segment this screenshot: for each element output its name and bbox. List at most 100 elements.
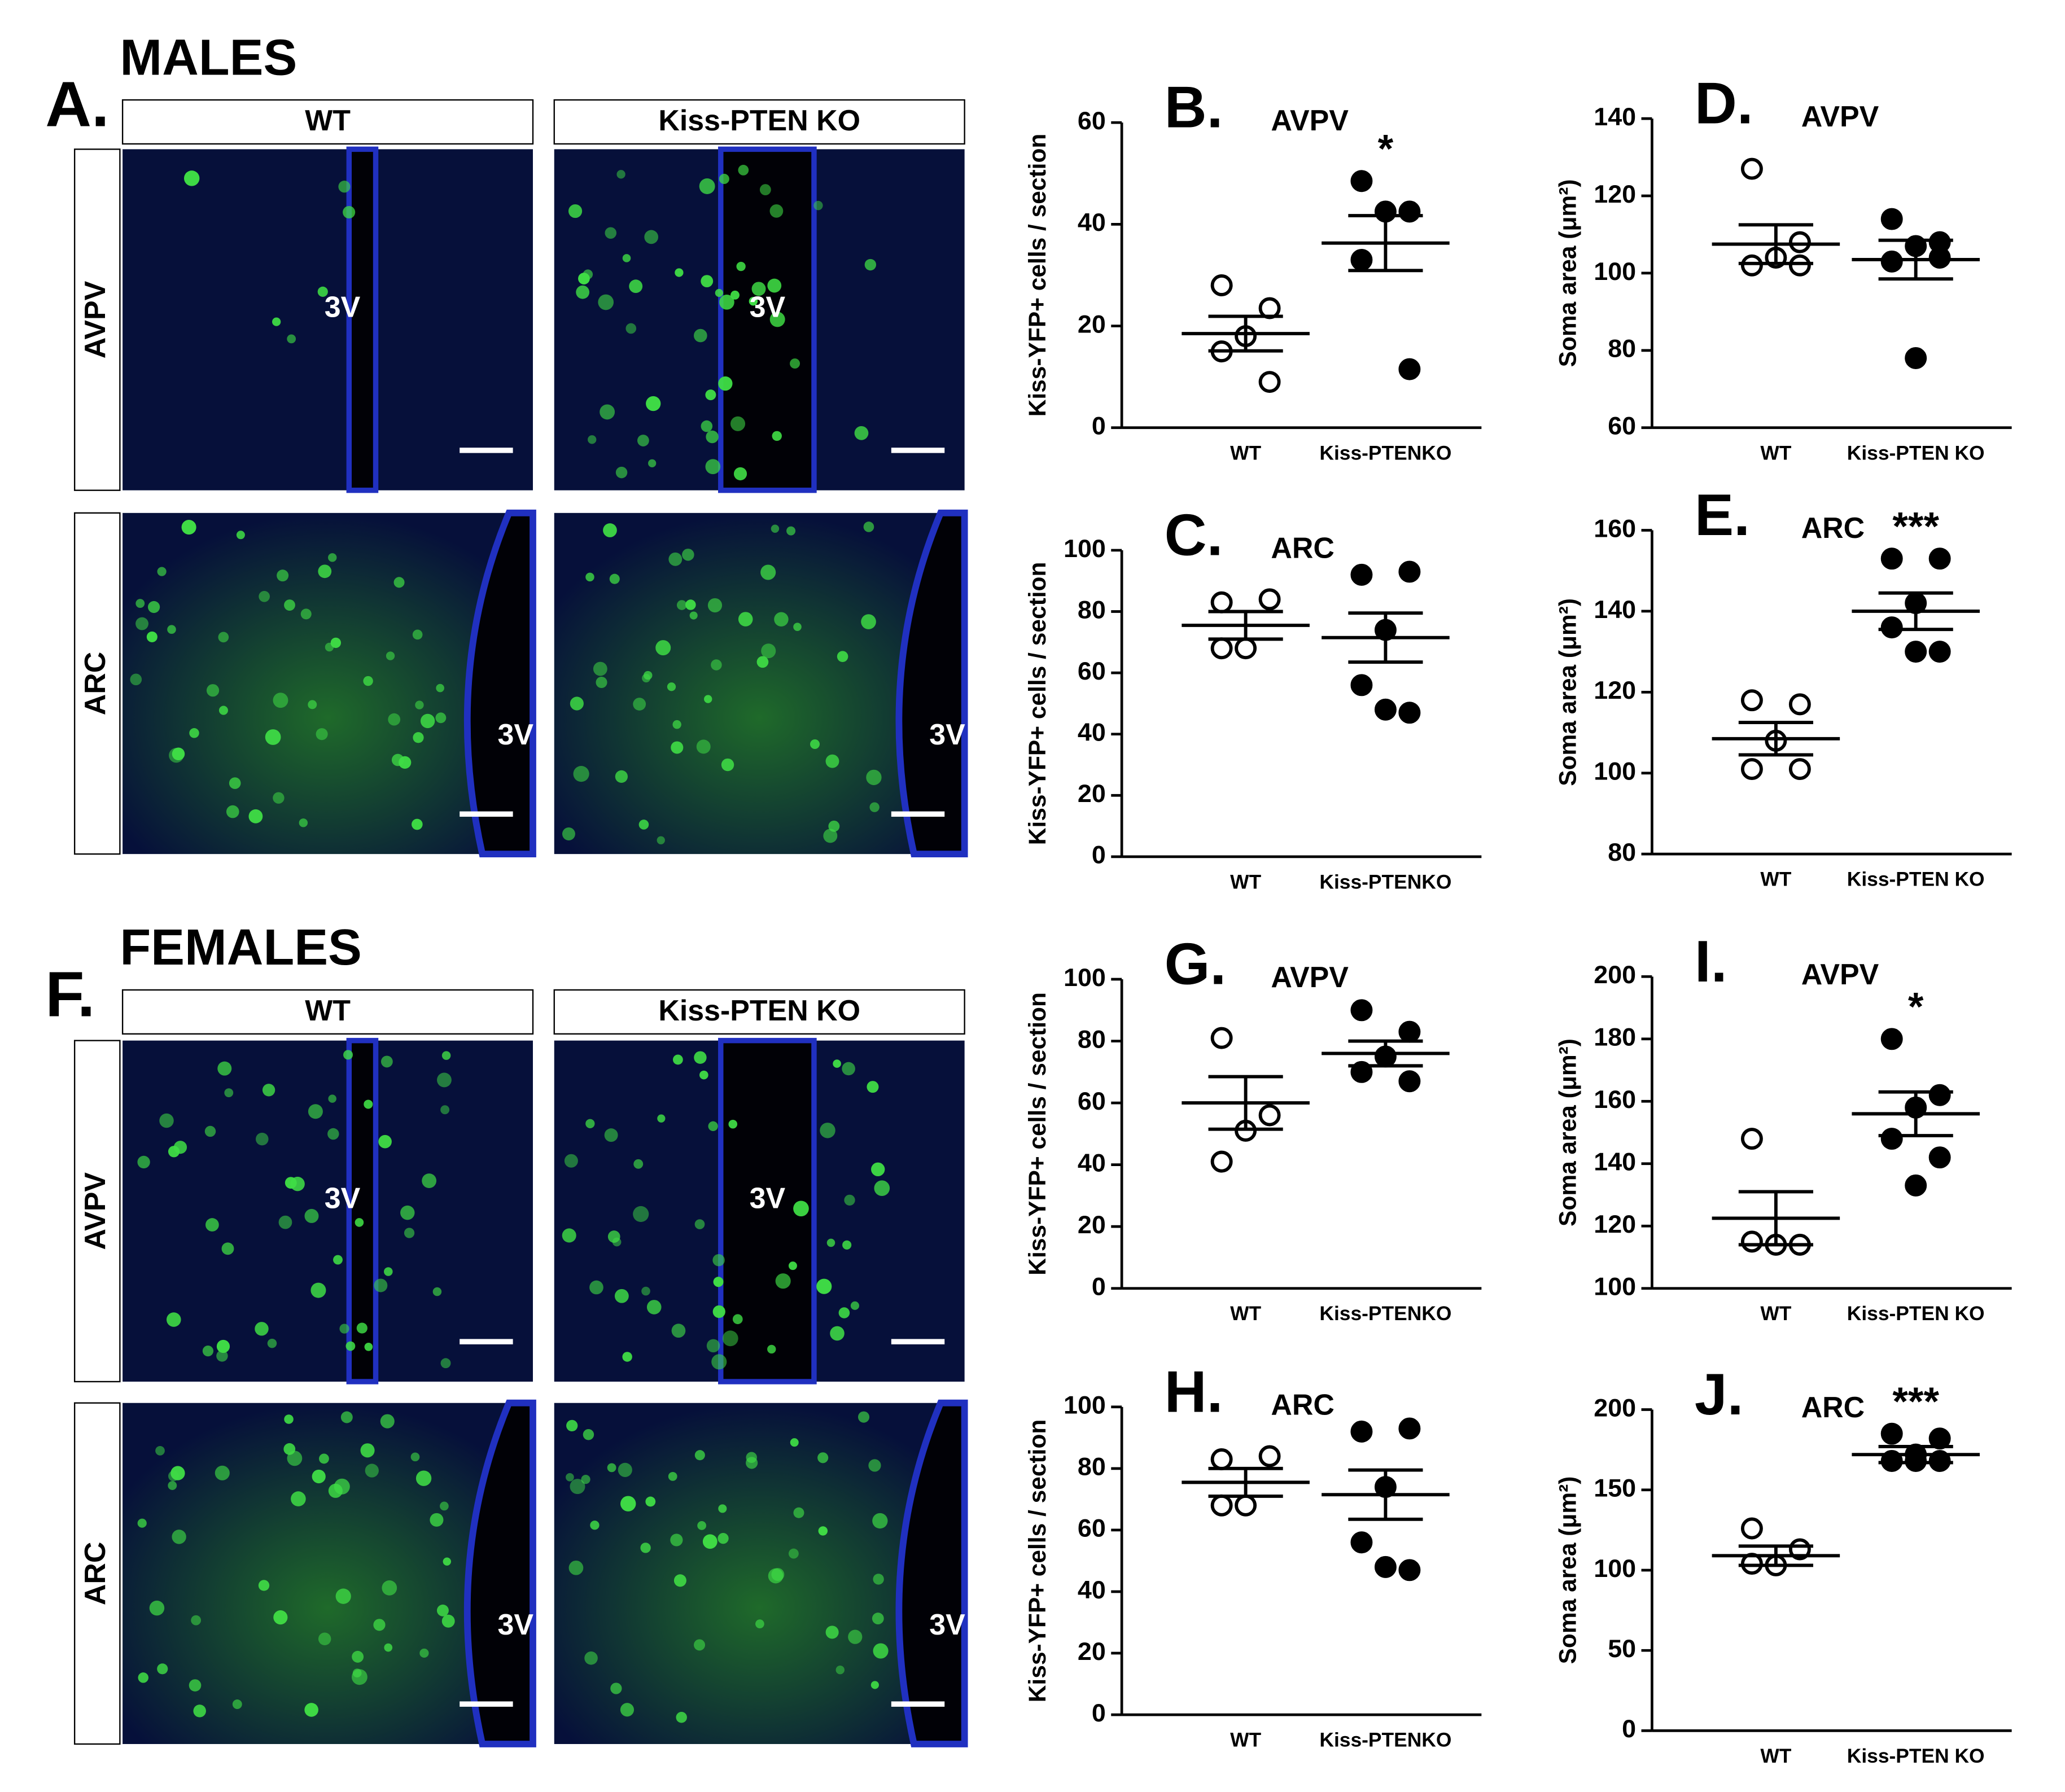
y-tick-label: 140	[1594, 1147, 1636, 1176]
panel-letter: J.	[1695, 1362, 1744, 1427]
cell	[645, 1496, 656, 1507]
cell	[248, 809, 263, 823]
data-point	[1880, 1422, 1903, 1445]
y-axis-label: Soma area (μm²)	[1555, 1039, 1581, 1226]
y-tick-label: 20	[1078, 309, 1106, 338]
cell	[767, 1344, 776, 1354]
y-tick-label: 100	[1064, 534, 1106, 563]
chart-title: AVPV	[1801, 100, 1879, 133]
cell	[838, 1307, 850, 1318]
cell	[871, 1162, 885, 1176]
column-header: Kiss-PTEN KO	[658, 104, 860, 137]
data-point	[1235, 637, 1257, 660]
row-label-box	[73, 512, 121, 855]
scale-bar	[891, 1339, 945, 1344]
cell	[675, 268, 684, 277]
cell	[694, 328, 707, 343]
panel-letter: E.	[1695, 483, 1750, 548]
section-title: FEMALES	[120, 919, 361, 976]
scale-bar	[891, 1701, 945, 1707]
y-axis-label: Soma area (μm²)	[1555, 598, 1581, 786]
y-tick-label: 160	[1594, 1085, 1636, 1114]
cell	[705, 459, 721, 475]
significance: ***	[1892, 1379, 1939, 1424]
cell	[308, 1104, 323, 1119]
cell	[419, 1648, 429, 1658]
cell	[267, 1338, 277, 1348]
cell	[259, 590, 270, 602]
chart-title: ARC	[1271, 532, 1334, 565]
ventricle	[463, 509, 536, 858]
cell	[167, 625, 176, 634]
cell	[682, 549, 694, 561]
data-point	[1235, 1494, 1257, 1517]
cell	[833, 1059, 841, 1068]
x-tick-label: Kiss-PTEN KO	[1847, 868, 1985, 891]
column-header: WT	[305, 994, 351, 1027]
data-point	[1905, 347, 1927, 370]
cell	[380, 1055, 393, 1068]
cell	[810, 739, 820, 750]
cell	[352, 1650, 364, 1663]
ventricle-label: 3V	[325, 291, 361, 323]
cell	[378, 1134, 392, 1149]
cell	[633, 1159, 644, 1169]
y-tick-label: 200	[1594, 960, 1636, 989]
cell	[793, 1200, 809, 1217]
cell	[622, 1352, 632, 1362]
y-tick-label: 60	[1078, 1514, 1106, 1543]
data-point	[1905, 1174, 1927, 1197]
cell	[657, 1114, 666, 1123]
scale-bar	[460, 1701, 513, 1707]
ventricle	[718, 146, 817, 493]
cell	[285, 1177, 297, 1189]
chart-title: AVPV	[1801, 958, 1879, 991]
y-tick-label: 140	[1594, 595, 1636, 624]
significance: *	[1378, 127, 1394, 172]
data-point	[1880, 547, 1903, 570]
cell	[655, 640, 671, 656]
ventricle-label: 3V	[929, 718, 965, 751]
y-tick-label: 160	[1594, 514, 1636, 542]
data-point	[1740, 689, 1763, 712]
cell	[668, 552, 683, 566]
cell	[189, 728, 199, 738]
cell	[706, 430, 719, 444]
column-header: Kiss-PTEN KO	[658, 994, 860, 1027]
data-point	[1398, 1417, 1421, 1440]
cell	[612, 1237, 622, 1247]
cell	[657, 836, 665, 844]
cell	[715, 288, 724, 297]
x-tick-label: Kiss-PTEN KO	[1847, 1745, 1985, 1767]
cell	[600, 404, 615, 420]
cell	[670, 1534, 683, 1546]
cell	[584, 1651, 598, 1665]
cell	[646, 396, 661, 411]
cell	[761, 643, 776, 659]
cell	[172, 747, 185, 760]
cell	[258, 1580, 270, 1591]
cell	[828, 820, 840, 832]
cell	[356, 1322, 368, 1334]
row-label: AVPV	[79, 281, 112, 358]
cell	[316, 728, 328, 741]
cell	[786, 526, 796, 536]
cell	[738, 612, 753, 626]
significance: ***	[1892, 504, 1939, 549]
data-point	[1880, 616, 1903, 639]
cell	[837, 651, 848, 662]
cell	[648, 459, 657, 467]
cell	[410, 1452, 420, 1462]
cell	[135, 617, 148, 630]
y-tick-label: 40	[1078, 208, 1106, 236]
data-point	[1350, 170, 1373, 192]
cell	[620, 1703, 635, 1717]
data-point	[1374, 1556, 1397, 1578]
cell	[304, 1208, 319, 1223]
y-tick-label: 40	[1078, 718, 1106, 747]
cell	[598, 294, 614, 310]
cell	[738, 165, 749, 176]
data-point	[1928, 641, 1951, 663]
y-tick-label: 60	[1078, 1086, 1106, 1115]
cell	[820, 1123, 835, 1138]
